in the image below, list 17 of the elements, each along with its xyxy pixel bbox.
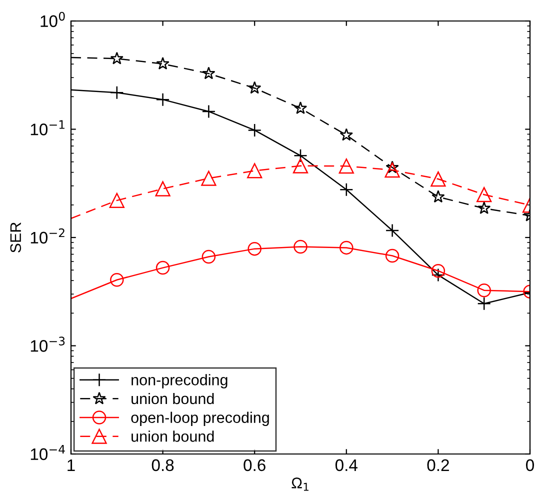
legend-label: union bound	[132, 392, 214, 404]
x-axis-title: Ω$_{1}$	[292, 478, 308, 491]
legend-label: union bound	[132, 430, 214, 442]
legend-label: open-loop precoding	[131, 412, 269, 426]
y-axis-title: SER	[10, 222, 22, 253]
y-tick-label: 10$^{−1}$	[30, 120, 64, 136]
y-tick-label: 10$^{−2}$	[30, 228, 64, 244]
x-tick-label: 0.6	[244, 459, 266, 472]
x-tick-label: 0	[526, 459, 534, 472]
x-tick-label: 0.4	[335, 459, 358, 472]
y-tick-label: 10$^{−4}$	[30, 445, 65, 460]
x-tick-label: 1	[68, 459, 75, 471]
legend-label: non-precoding	[132, 374, 228, 388]
x-tick-label: 0.8	[152, 459, 174, 472]
y-tick-label: 10$^{0}$	[40, 12, 65, 28]
y-tick-label: 10$^{−3}$	[30, 336, 65, 352]
x-tick-label: 0.2	[427, 459, 449, 472]
